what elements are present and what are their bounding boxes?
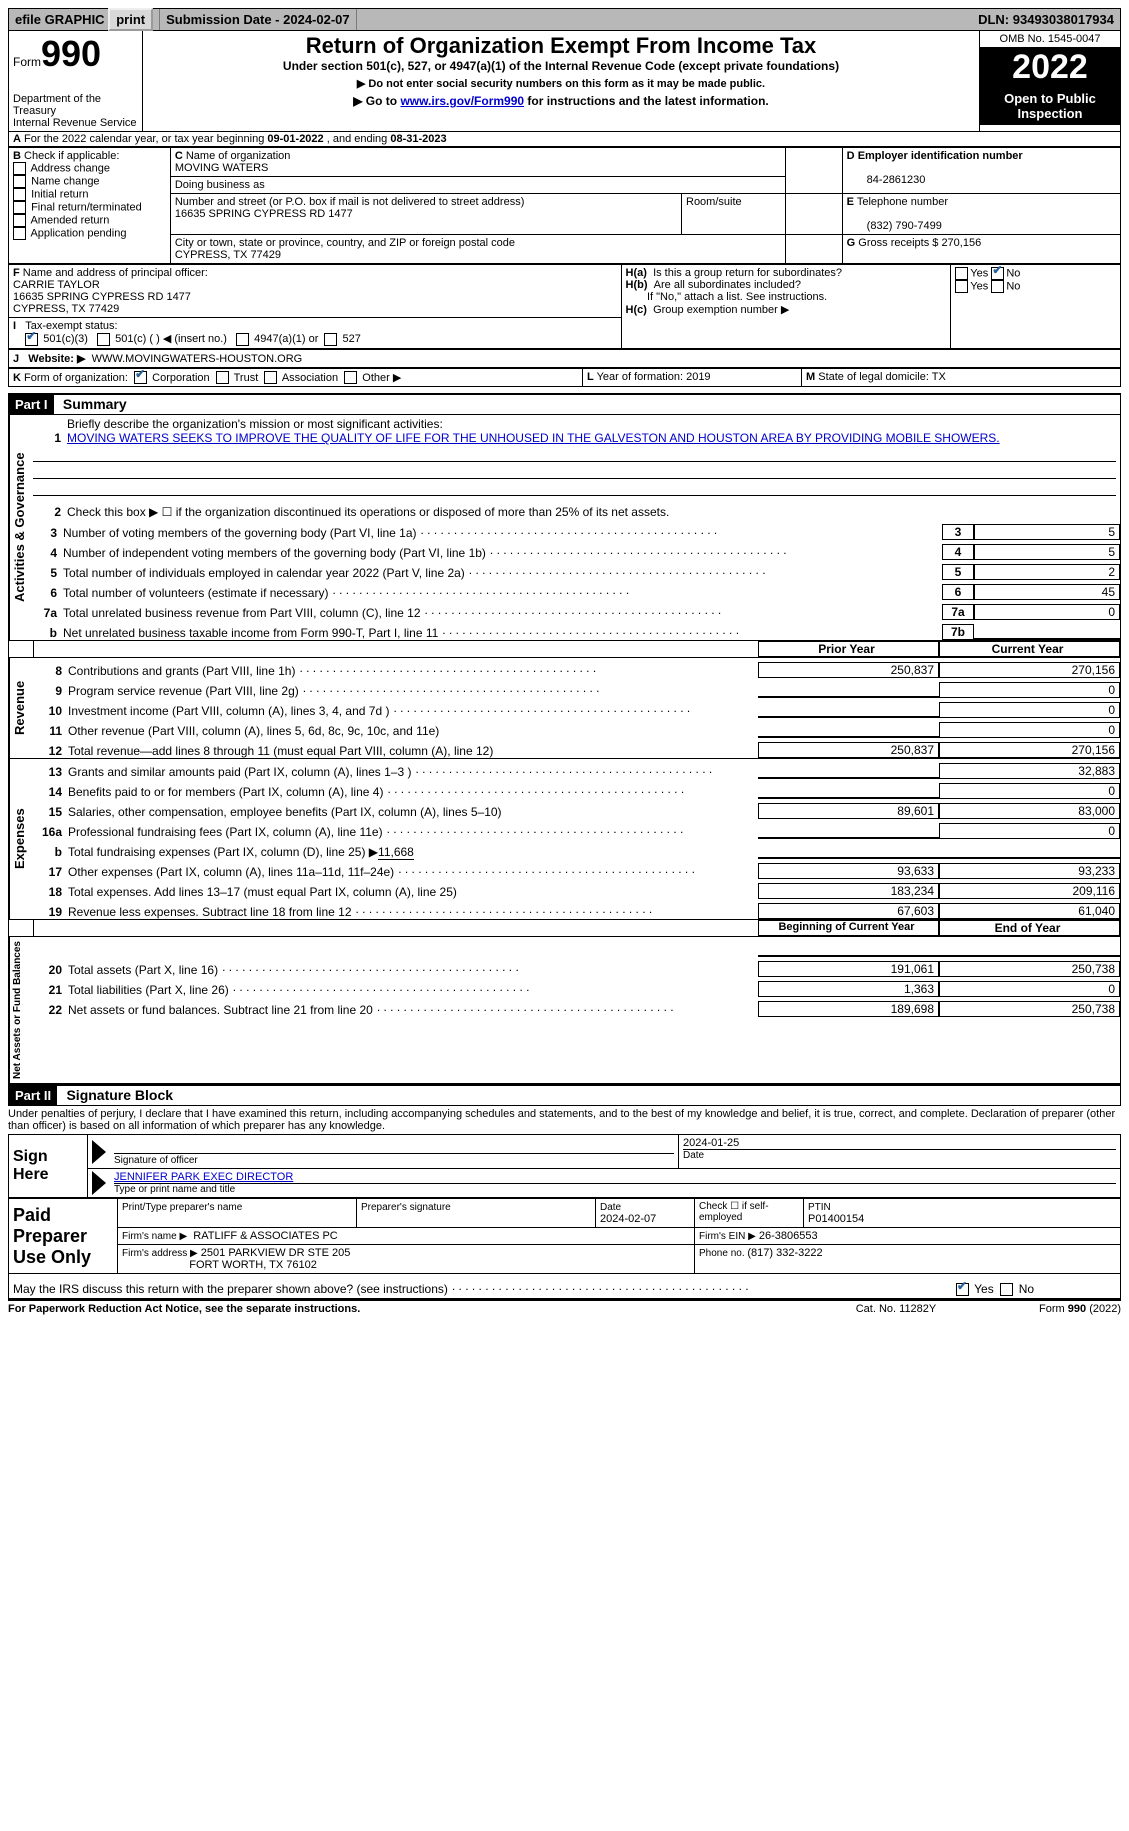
identity-block: B Check if applicable: Address change Na… <box>8 147 1121 264</box>
officer-name: CARRIE TAYLOR <box>13 279 100 291</box>
corp-checkbox[interactable] <box>134 371 147 384</box>
dba-label: Doing business as <box>175 179 265 191</box>
fh-block: F Name and address of principal officer:… <box>8 264 1121 349</box>
perjury-text: Under penalties of perjury, I declare th… <box>8 1106 1121 1134</box>
org-address: 16635 SPRING CYPRESS RD 1477 <box>175 208 353 220</box>
dept-treasury: Department of the Treasury <box>13 93 138 117</box>
discuss-question: May the IRS discuss this return with the… <box>13 1279 956 1296</box>
part-i-header: Part I Summary <box>8 393 1121 415</box>
org-name: MOVING WATERS <box>175 162 269 174</box>
side-expenses: Expenses <box>9 759 34 919</box>
gross-receipts: 270,156 <box>941 237 981 249</box>
501c3-checkbox[interactable] <box>25 333 38 346</box>
print-button[interactable]: print <box>108 8 153 31</box>
paid-preparer-block: Paid Preparer Use Only Print/Type prepar… <box>8 1198 1121 1274</box>
submission-date: Submission Date - 2024-02-07 <box>160 9 357 30</box>
omb: OMB No. 1545-0047 <box>980 31 1120 48</box>
prior-year-header: Prior Year <box>758 641 939 657</box>
telephone: (832) 790-7499 <box>847 220 942 232</box>
top-bar: efile GRAPHIC print Submission Date - 20… <box>8 8 1121 31</box>
side-governance: Activities & Governance <box>9 415 29 640</box>
current-year-header: Current Year <box>939 641 1120 657</box>
side-revenue: Revenue <box>9 658 34 758</box>
sign-arrow-icon <box>92 1171 106 1195</box>
side-net: Net Assets or Fund Balances <box>9 937 34 1083</box>
pra-notice: For Paperwork Reduction Act Notice, see … <box>8 1303 821 1315</box>
dln: DLN: 93493038017934 <box>972 9 1120 30</box>
cat-no: Cat. No. 11282Y <box>821 1303 971 1315</box>
firm-name: RATLIFF & ASSOCIATES PC <box>193 1230 337 1242</box>
irs-link[interactable]: www.irs.gov/Form990 <box>400 94 524 108</box>
sign-here-block: Sign Here Signature of officer 2024-01-2… <box>8 1134 1121 1198</box>
ein-label: Employer identification number <box>858 150 1023 162</box>
open-public: Open to Public Inspection <box>980 87 1120 125</box>
subtitle-2: ▶ Do not enter social security numbers o… <box>147 77 975 90</box>
mission-text: MOVING WATERS SEEKS TO IMPROVE THE QUALI… <box>67 431 1000 445</box>
line-a: A For the 2022 calendar year, or tax yea… <box>8 132 1121 147</box>
efile-label: efile GRAPHIC print <box>9 9 160 30</box>
ein: 84-2861230 <box>847 174 926 186</box>
ha-no-checkbox[interactable] <box>991 267 1004 280</box>
website: WWW.MOVINGWATERS-HOUSTON.ORG <box>92 353 303 365</box>
sign-arrow-icon <box>92 1140 106 1164</box>
sign-date: 2024-01-25 <box>683 1137 739 1149</box>
b-label: Check if applicable: <box>24 150 119 162</box>
subtitle-1: Under section 501(c), 527, or 4947(a)(1)… <box>147 59 975 73</box>
val-3: 5 <box>974 524 1120 540</box>
form-number: 990 <box>41 33 101 74</box>
form-footer: Form 990 (2022) <box>971 1303 1121 1315</box>
ptin: P01400154 <box>808 1213 864 1225</box>
irs-label: Internal Revenue Service <box>13 117 138 129</box>
fundraising-total: 11,668 <box>378 845 414 860</box>
form-title: Return of Organization Exempt From Incom… <box>147 33 975 59</box>
part-ii-header: Part II Signature Block <box>8 1084 1121 1106</box>
form-word: Form <box>13 55 41 69</box>
tax-year: 2022 <box>980 48 1120 87</box>
discuss-yes-checkbox[interactable] <box>956 1283 969 1296</box>
org-city: CYPRESS, TX 77429 <box>175 249 281 261</box>
subtitle-3: ▶ Go to www.irs.gov/Form990 for instruct… <box>147 94 975 108</box>
officer-printed: JENNIFER PARK EXEC DIRECTOR <box>114 1171 293 1183</box>
org-name-label: Name of organization <box>186 150 291 162</box>
form-header: Form990 Department of the Treasury Inter… <box>8 31 1121 132</box>
